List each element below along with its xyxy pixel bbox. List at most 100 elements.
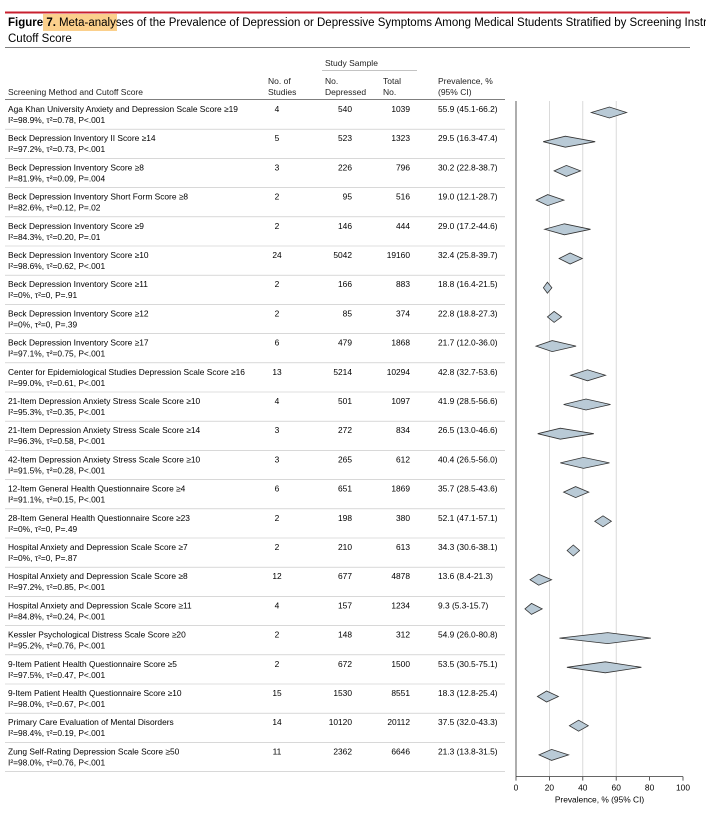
row-depressed: 95 bbox=[343, 192, 353, 202]
row-depressed: 146 bbox=[338, 221, 352, 231]
row-diamond bbox=[546, 310, 563, 323]
row-total: 10294 bbox=[387, 367, 411, 377]
row-heterogeneity-stats: I²=98.0%, τ²=0.67, P<.001 bbox=[8, 699, 105, 709]
row-method-name: 9-Item Patient Health Questionnaire Scor… bbox=[8, 659, 177, 669]
x-tick-label: 80 bbox=[645, 783, 655, 793]
header-depressed-line2: Depressed bbox=[325, 87, 366, 97]
row-method-name: Primary Care Evaluation of Mental Disord… bbox=[8, 717, 174, 727]
row-prevalence: 55.9 (45.1-66.2) bbox=[438, 104, 498, 114]
row-prevalence: 21.3 (13.8-31.5) bbox=[438, 746, 498, 756]
row-method-name: Hospital Anxiety and Depression Scale Sc… bbox=[8, 542, 188, 552]
row-6: Beck Depression Inventory Score ≥10I²=98… bbox=[5, 250, 584, 276]
row-studies: 2 bbox=[275, 513, 280, 523]
row-prevalence: 29.0 (17.2-44.6) bbox=[438, 221, 498, 231]
row-studies: 4 bbox=[275, 396, 280, 406]
row-total: 883 bbox=[396, 279, 410, 289]
row-total: 8551 bbox=[391, 688, 410, 698]
row-prevalence: 30.2 (22.8-38.7) bbox=[438, 162, 498, 172]
row-total: 613 bbox=[396, 542, 410, 552]
row-studies: 3 bbox=[275, 425, 280, 435]
row-diamond bbox=[537, 427, 594, 440]
row-heterogeneity-stats: I²=98.0%, τ²=0.76, P<.001 bbox=[8, 757, 105, 767]
row-studies: 2 bbox=[275, 308, 280, 318]
header-study-sample: Study Sample bbox=[325, 58, 378, 68]
row-depressed: 226 bbox=[338, 162, 352, 172]
row-diamond bbox=[524, 602, 544, 615]
row-studies: 4 bbox=[275, 104, 280, 114]
header-total-line2: No. bbox=[383, 87, 396, 97]
row-prevalence: 13.6 (8.4-21.3) bbox=[438, 571, 493, 581]
row-heterogeneity-stats: I²=0%, τ²=0, P=.87 bbox=[8, 553, 78, 563]
x-axis-label: Prevalence, % (95% CI) bbox=[555, 795, 645, 805]
header-prevalence-line2: (95% CI) bbox=[438, 87, 472, 97]
row-22: Primary Care Evaluation of Mental Disord… bbox=[5, 717, 590, 743]
row-heterogeneity-stats: I²=97.2%, τ²=0.73, P<.001 bbox=[8, 144, 105, 154]
row-heterogeneity-stats: I²=96.3%, τ²=0.58, P<.001 bbox=[8, 436, 105, 446]
row-method-name: Kessler Psychological Distress Scale Sco… bbox=[8, 630, 186, 640]
row-diamond bbox=[536, 690, 560, 703]
row-8: Beck Depression Inventory Score ≥12I²=0%… bbox=[5, 308, 563, 334]
row-total: 1323 bbox=[391, 133, 410, 143]
row-diamond bbox=[543, 223, 591, 236]
row-diamond bbox=[593, 515, 613, 528]
row-studies: 2 bbox=[275, 221, 280, 231]
row-prevalence: 40.4 (26.5-56.0) bbox=[438, 454, 498, 464]
row-studies: 13 bbox=[272, 367, 282, 377]
row-studies: 4 bbox=[275, 600, 280, 610]
row-method-name: 9-Item Patient Health Questionnaire Scor… bbox=[8, 688, 182, 698]
row-depressed: 501 bbox=[338, 396, 352, 406]
row-total: 20112 bbox=[387, 717, 410, 727]
row-diamond bbox=[568, 719, 590, 732]
row-3: Beck Depression Inventory Score ≥8I²=81.… bbox=[5, 162, 582, 188]
row-studies: 6 bbox=[275, 484, 280, 494]
figure-title-highlight-text: Meta-analyses bbox=[59, 17, 134, 29]
row-total: 834 bbox=[396, 425, 410, 435]
row-method-name: 12-Item General Health Questionnaire Sco… bbox=[8, 484, 186, 494]
row-total: 612 bbox=[396, 454, 410, 464]
row-total: 380 bbox=[396, 513, 410, 523]
row-heterogeneity-stats: I²=98.9%, τ²=0.78, P<.001 bbox=[8, 115, 105, 125]
header-method: Screening Method and Cutoff Score bbox=[8, 87, 143, 97]
row-total: 516 bbox=[396, 192, 410, 202]
row-diamond bbox=[559, 632, 651, 645]
figure-title-line1: of the Prevalence of Depression or Depre… bbox=[137, 17, 706, 29]
row-depressed: 523 bbox=[338, 133, 352, 143]
row-studies: 3 bbox=[275, 162, 280, 172]
row-prevalence: 18.8 (16.4-21.5) bbox=[438, 279, 498, 289]
row-heterogeneity-stats: I²=95.3%, τ²=0.35, P<.001 bbox=[8, 407, 105, 417]
row-total: 1039 bbox=[391, 104, 410, 114]
row-heterogeneity-stats: I²=95.2%, τ²=0.76, P<.001 bbox=[8, 641, 105, 651]
header-studies-line1: No. of bbox=[268, 76, 291, 86]
row-studies: 15 bbox=[272, 688, 282, 698]
x-tick-label: 100 bbox=[676, 783, 690, 793]
row-17: Hospital Anxiety and Depression Scale Sc… bbox=[5, 571, 553, 597]
row-prevalence: 34.3 (30.6-38.1) bbox=[438, 542, 498, 552]
row-21: 9-Item Patient Health Questionnaire Scor… bbox=[5, 688, 560, 714]
row-depressed: 85 bbox=[343, 308, 353, 318]
row-method-name: 28-Item General Health Questionnaire Sco… bbox=[8, 513, 190, 523]
row-studies: 14 bbox=[272, 717, 282, 727]
row-prevalence: 53.5 (30.5-75.1) bbox=[438, 659, 498, 669]
row-15: 28-Item General Health Questionnaire Sco… bbox=[5, 513, 613, 539]
row-studies: 2 bbox=[275, 279, 280, 289]
row-prevalence: 29.5 (16.3-47.4) bbox=[438, 133, 498, 143]
row-depressed: 272 bbox=[338, 425, 352, 435]
row-total: 1097 bbox=[391, 396, 410, 406]
row-total: 444 bbox=[396, 221, 410, 231]
row-depressed: 540 bbox=[338, 104, 352, 114]
row-depressed: 5214 bbox=[333, 367, 352, 377]
row-diamond bbox=[589, 106, 628, 119]
row-prevalence: 37.5 (32.0-43.3) bbox=[438, 717, 498, 727]
forest-rows: Aga Khan University Anxiety and Depressi… bbox=[5, 104, 651, 772]
row-total: 1869 bbox=[391, 484, 410, 494]
row-2: Beck Depression Inventory II Score ≥14I²… bbox=[5, 133, 596, 159]
row-studies: 24 bbox=[272, 250, 282, 260]
row-diamond bbox=[560, 456, 610, 469]
row-9: Beck Depression Inventory Score ≥17I²=97… bbox=[5, 338, 577, 364]
row-13: 42-Item Depression Anxiety Stress Scale … bbox=[5, 454, 610, 480]
row-heterogeneity-stats: I²=0%, τ²=0, P=.91 bbox=[8, 290, 78, 300]
header-depressed-line1: No. bbox=[325, 76, 338, 86]
row-depressed: 10120 bbox=[329, 717, 353, 727]
x-tick-label: 40 bbox=[578, 783, 588, 793]
row-19: Kessler Psychological Distress Scale Sco… bbox=[5, 630, 651, 656]
